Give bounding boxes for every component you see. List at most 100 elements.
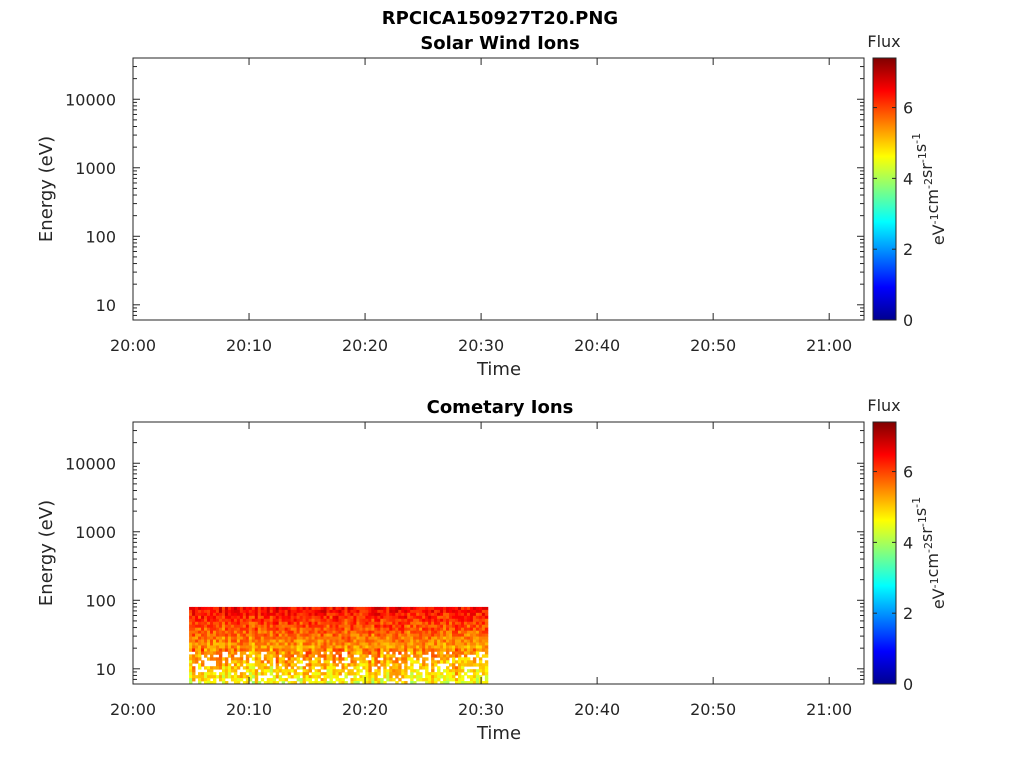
heatmap-cell: [428, 630, 432, 634]
heatmap-cell: [293, 615, 298, 620]
heatmap-cell: [350, 621, 354, 626]
heatmap-cell: [374, 663, 378, 667]
heatmap-cell: [380, 642, 384, 646]
heatmap-cell: [272, 606, 277, 611]
heatmap-cell: [377, 654, 381, 658]
heatmap-cell: [452, 648, 456, 652]
heatmap-cell: [284, 621, 289, 626]
heatmap-cell: [374, 618, 378, 623]
heatmap-cell: [260, 669, 265, 673]
heatmap-cell: [374, 609, 378, 614]
heatmap-cell: [236, 648, 241, 652]
heatmap-cell: [347, 663, 351, 667]
heatmap-cell: [218, 666, 223, 670]
heatmap-cell: [254, 660, 259, 664]
heatmap-cell: [356, 642, 360, 646]
heatmap-cell: [242, 615, 247, 620]
heatmap-cell: [422, 633, 426, 637]
heatmap-cell: [296, 624, 301, 629]
heatmap-cell: [475, 672, 480, 676]
heatmap-cell: [404, 657, 408, 661]
heatmap-cell: [374, 681, 378, 685]
x-tick-label: 20:30: [458, 700, 504, 719]
heatmap-cell: [308, 660, 312, 664]
heatmap-cell: [377, 666, 381, 670]
heatmap-cell: [254, 624, 259, 629]
heatmap-cell: [460, 639, 465, 643]
heatmap-cell: [419, 612, 423, 617]
heatmap-cell: [371, 636, 375, 640]
y-tick-label: 10000: [65, 454, 116, 473]
heatmap-cell: [395, 636, 399, 640]
heatmap-cell: [245, 633, 250, 637]
heatmap-cell: [475, 618, 480, 623]
heatmap-cell: [344, 606, 348, 611]
heatmap-cell: [329, 657, 333, 661]
heatmap-cell: [281, 663, 286, 667]
heatmap-cell: [452, 624, 456, 629]
heatmap-cell: [224, 627, 229, 632]
heatmap-cell: [356, 681, 360, 685]
heatmap-cell: [335, 606, 339, 611]
heatmap-cell: [281, 654, 286, 658]
heatmap-cell: [443, 606, 447, 611]
heatmap-cell: [455, 633, 459, 637]
heatmap-cell: [425, 624, 429, 629]
heatmap-cell: [224, 675, 229, 679]
heatmap-cell: [320, 630, 324, 634]
heatmap-cell: [198, 618, 202, 623]
heatmap-cell: [302, 621, 307, 626]
heatmap-cell: [481, 627, 486, 632]
heatmap-cell: [287, 612, 292, 617]
heatmap-cell: [475, 630, 480, 634]
heatmap-cell: [320, 624, 324, 629]
heatmap-cell: [293, 675, 298, 679]
heatmap-cell: [323, 627, 327, 632]
heatmap-cell: [392, 636, 396, 640]
heatmap-cell: [383, 612, 387, 617]
heatmap-cell: [311, 615, 315, 620]
heatmap-cell: [463, 642, 468, 646]
heatmap-cell: [296, 612, 301, 617]
heatmap-cell: [296, 630, 301, 634]
heatmap-cell: [401, 639, 405, 643]
heatmap-cell: [224, 672, 229, 676]
heatmap-cell: [284, 624, 289, 629]
heatmap-cell: [338, 624, 342, 629]
heatmap-cell: [302, 654, 307, 658]
heatmap-cell: [425, 663, 429, 667]
heatmap-cell: [281, 609, 286, 614]
heatmap-cell: [278, 660, 283, 664]
heatmap-cell: [416, 624, 420, 629]
heatmap-cell: [404, 681, 408, 685]
heatmap-cell: [455, 660, 459, 664]
heatmap-cell: [272, 618, 277, 623]
heatmap-cell: [332, 648, 336, 652]
heatmap-cell: [434, 675, 438, 679]
heatmap-cell: [404, 615, 408, 620]
heatmap-cell: [192, 666, 196, 670]
heatmap-cell: [460, 618, 465, 623]
heatmap-cell: [466, 630, 471, 634]
heatmap-cell: [239, 672, 244, 676]
heatmap-cell: [383, 621, 387, 626]
heatmap-cell: [374, 621, 378, 626]
heatmap-cell: [198, 681, 202, 685]
heatmap-cell: [484, 609, 489, 614]
heatmap-cell: [383, 609, 387, 614]
heatmap-cell: [263, 630, 268, 634]
heatmap-cell: [416, 645, 420, 649]
heatmap-cell: [407, 633, 411, 637]
heatmap-cell: [452, 669, 456, 673]
heatmap-cell: [242, 621, 247, 626]
heatmap-cell: [275, 624, 280, 629]
heatmap-cell: [434, 660, 438, 664]
heatmap-cell: [377, 624, 381, 629]
heatmap-cell: [254, 609, 259, 614]
heatmap-cell: [437, 624, 441, 629]
heatmap-cell: [275, 612, 280, 617]
heatmap-cell: [350, 681, 354, 685]
heatmap-cell: [189, 648, 193, 652]
heatmap-cell: [251, 645, 256, 649]
heatmap-cell: [236, 615, 241, 620]
